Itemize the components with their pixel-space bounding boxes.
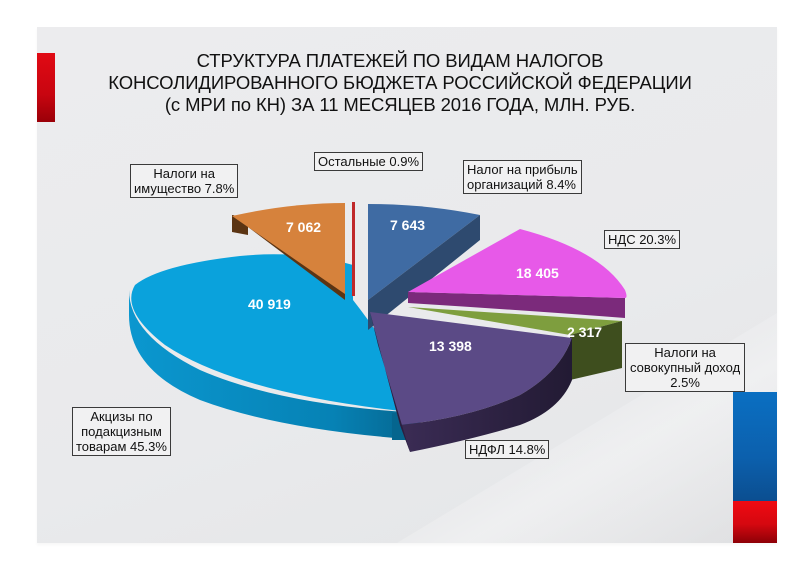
callout-aggregate: Налоги на совокупный доход 2.5%: [625, 343, 746, 392]
callout-aggregate-line1: Налоги на: [654, 345, 716, 360]
callout-profit: Налог на прибыль организаций 8.4%: [463, 160, 582, 194]
slice-ndfl: [370, 312, 572, 452]
blue-accent-bar: [733, 392, 777, 501]
callout-vat: НДС 20.3%: [604, 230, 681, 249]
callout-property-line1: Налоги на: [153, 166, 215, 181]
red-accent-bar-bottom: [733, 501, 777, 543]
callout-ndfl-line1: НДФЛ 14.8%: [469, 442, 546, 457]
chart-title: СТРУКТУРА ПЛАТЕЖЕЙ ПО ВИДАМ НАЛОГОВ КОНС…: [100, 50, 700, 116]
slice-vat: [408, 229, 627, 318]
red-accent-bar: [37, 53, 55, 122]
title-line-3: (с МРИ по КН) ЗА 11 МЕСЯЦЕВ 2016 ГОДА, М…: [164, 94, 636, 115]
slice-aggregate: [408, 307, 622, 380]
value-excise: 40 919: [248, 296, 291, 312]
callout-ndfl: НДФЛ 14.8%: [465, 440, 550, 459]
value-vat: 18 405: [516, 265, 559, 281]
callout-other-line1: Остальные 0.9%: [318, 154, 420, 169]
title-line-1: СТРУКТУРА ПЛАТЕЖЕЙ ПО ВИДАМ НАЛОГОВ: [196, 50, 604, 71]
value-aggregate: 2 317: [567, 324, 602, 340]
callout-excise-line1: Акцизы по: [90, 409, 153, 424]
callout-excise-line3: товарам 45.3%: [76, 439, 167, 454]
value-ndfl: 13 398: [429, 338, 472, 354]
callout-aggregate-line2: совокупный доход: [630, 360, 741, 375]
callout-vat-line1: НДС 20.3%: [608, 232, 677, 247]
callout-profit-line1: Налог на прибыль: [467, 162, 578, 177]
value-property: 7 062: [286, 219, 321, 235]
callout-other: Остальные 0.9%: [314, 152, 424, 171]
title-line-2: КОНСОЛИДИРОВАННОГО БЮДЖЕТА РОССИЙСКОЙ ФЕ…: [108, 72, 692, 93]
callout-excise: Акцизы по подакцизным товарам 45.3%: [72, 407, 171, 456]
callout-property: Налоги на имущество 7.8%: [130, 164, 239, 198]
slice-profit: [368, 204, 480, 330]
callout-aggregate-line3: 2.5%: [670, 375, 700, 390]
callout-profit-line2: организаций 8.4%: [467, 177, 576, 192]
callout-excise-line2: подакцизным: [81, 424, 162, 439]
slice-property: [232, 203, 345, 300]
slice-other: [352, 202, 355, 296]
callout-property-line2: имущество 7.8%: [134, 181, 235, 196]
value-profit: 7 643: [390, 217, 425, 233]
